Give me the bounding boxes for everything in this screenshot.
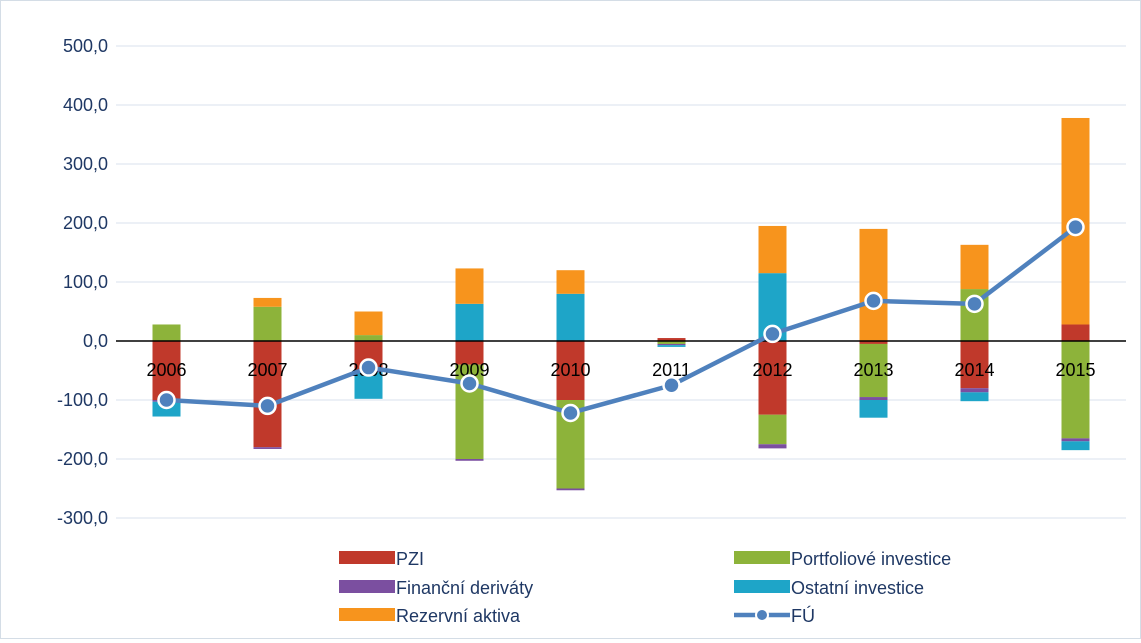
fu-line-series <box>157 217 1085 423</box>
legend-swatch-portfoliov-investice <box>734 551 790 564</box>
fu-point-2013 <box>864 291 883 311</box>
bar-pzi-2011 <box>657 338 686 341</box>
x-tick-label: 2009 <box>449 360 489 380</box>
x-tick-label: 2012 <box>752 360 792 380</box>
legend-label-portfoliov-investice: Portfoliové investice <box>791 549 951 569</box>
bars <box>152 117 1090 491</box>
bar-pzi-2013 <box>859 341 888 344</box>
x-tick-label: 2013 <box>853 360 893 380</box>
legend-swatch-marker <box>755 608 769 622</box>
fu-point-2008 <box>359 358 378 377</box>
bar-ostatn-investice-2014 <box>960 392 989 402</box>
y-tick-label: 100,0 <box>63 272 108 292</box>
bar-finan-n-deriv-ty-2009 <box>455 459 484 461</box>
bar-pzi-2010 <box>556 341 585 400</box>
bar-pzi-2015 <box>1061 324 1090 341</box>
fu-point-2011 <box>662 376 681 395</box>
bar-finan-n-deriv-ty-2014 <box>960 388 989 393</box>
bar-rezervn-aktiva-2008 <box>354 311 383 336</box>
y-tick-label: -100,0 <box>57 390 108 410</box>
fu-point-2010 <box>561 403 580 423</box>
y-tick-label: 400,0 <box>63 95 108 115</box>
bar-pzi-2006 <box>152 341 181 400</box>
y-tick-label: 0,0 <box>83 331 108 351</box>
bar-portfoliov-investice-2006 <box>152 324 181 341</box>
bar-portfoliov-investice-2011 <box>657 341 686 344</box>
bar-ostatn-investice-2013 <box>859 400 888 418</box>
x-tick-label: 2014 <box>954 360 994 380</box>
bar-portfoliov-investice-2012 <box>758 414 787 445</box>
legend-swatch-ostatn-investice <box>734 580 790 593</box>
x-tick-label: 2007 <box>247 360 287 380</box>
x-tick-label: 2006 <box>146 360 186 380</box>
bar-rezervn-aktiva-2013 <box>859 228 888 341</box>
y-axis-ticks: 500,0 400,0 300,0 200,0 100,0 0,0 -100,0 -200,0… <box>57 36 108 528</box>
bar-rezervn-aktiva-2014 <box>960 244 989 290</box>
bar-ostatn-investice-2015 <box>1061 441 1090 451</box>
y-tick-label: -300,0 <box>57 508 108 528</box>
legend-label-finan-n-deriv-ty: Finanční deriváty <box>396 578 533 598</box>
bar-rezervn-aktiva-2010 <box>556 270 585 294</box>
bar-pzi-2007 <box>253 341 282 448</box>
y-tick-label: 200,0 <box>63 213 108 233</box>
legend-label-rezervn-aktiva: Rezervní aktiva <box>396 606 521 626</box>
fu-point-2015 <box>1066 217 1085 237</box>
bar-finan-n-deriv-ty-2013 <box>859 397 888 400</box>
bar-rezervn-aktiva-2007 <box>253 297 282 307</box>
legend-label-f-: FÚ <box>791 605 815 626</box>
bar-pzi-2014 <box>960 341 989 389</box>
legend-label-pzi: PZI <box>396 549 424 569</box>
bar-rezervn-aktiva-2009 <box>455 268 484 304</box>
bar-pzi-2012 <box>758 341 787 415</box>
bar-portfoliov-investice-2008 <box>354 335 383 341</box>
bar-ostatn-investice-2011 <box>657 345 686 347</box>
x-tick-label: 2011 <box>652 360 691 380</box>
fu-point-2006 <box>157 390 176 410</box>
bar-rezervn-aktiva-2012 <box>758 225 787 274</box>
fu-point-2007 <box>258 396 277 416</box>
fu-point-2012 <box>763 324 782 344</box>
bar-portfoliov-investice-2007 <box>253 306 282 341</box>
y-tick-label: 500,0 <box>63 36 108 56</box>
bar-portfoliov-investice-2015 <box>1061 341 1090 439</box>
bar-finan-n-deriv-ty-2007 <box>253 447 282 449</box>
x-tick-label: 2010 <box>550 360 590 380</box>
bar-portfoliov-investice-2013 <box>859 343 888 398</box>
legend: PZI Portfoliové investice Finanční derivát… <box>339 549 951 626</box>
fu-point-2009 <box>460 374 479 393</box>
x-axis-ticks: 2006200720082009201020112012201320142015 <box>146 360 1095 380</box>
legend-swatch-rezervn-aktiva <box>339 608 395 621</box>
fu-line <box>166 225 1077 416</box>
legend-label-ostatn-investice: Ostatní investice <box>791 578 924 598</box>
bar-finan-n-deriv-ty-2011 <box>657 343 686 346</box>
legend-swatch-finan-n-deriv-ty <box>339 580 395 593</box>
bar-pzi-2009 <box>455 341 484 365</box>
bar-ostatn-investice-2009 <box>455 303 484 341</box>
bar-ostatn-investice-2010 <box>556 293 585 341</box>
legend-swatch-pzi <box>339 551 395 564</box>
y-tick-label: 300,0 <box>63 154 108 174</box>
fu-point-2014 <box>965 294 984 314</box>
bar-finan-n-deriv-ty-2010 <box>556 488 585 491</box>
y-tick-label: -200,0 <box>57 449 108 469</box>
x-tick-label: 2015 <box>1055 360 1095 380</box>
bar-finan-n-deriv-ty-2012 <box>758 444 787 449</box>
bar-finan-n-deriv-ty-2015 <box>1061 438 1090 442</box>
